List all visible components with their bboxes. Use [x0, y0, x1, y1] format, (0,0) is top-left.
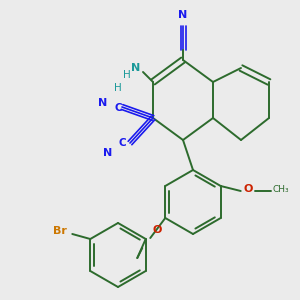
- Text: C: C: [114, 103, 122, 113]
- Text: N: N: [178, 10, 188, 20]
- Text: Br: Br: [53, 226, 67, 236]
- Text: H: H: [123, 70, 131, 80]
- Text: O: O: [243, 184, 252, 194]
- Text: H: H: [114, 83, 122, 93]
- Text: O: O: [153, 225, 162, 235]
- Text: C: C: [118, 138, 126, 148]
- Text: N: N: [98, 98, 108, 108]
- Text: N: N: [131, 63, 141, 73]
- Text: CH₃: CH₃: [272, 185, 289, 194]
- Text: N: N: [103, 148, 112, 158]
